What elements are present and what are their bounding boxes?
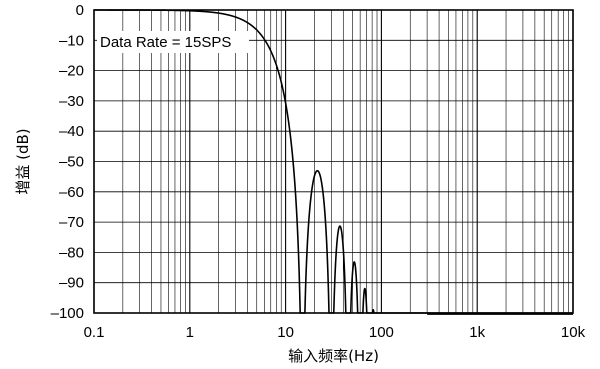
x-tick-label: 0.1 bbox=[84, 324, 105, 341]
x-tick-label: 1k bbox=[469, 324, 485, 341]
y-tick-label: –80 bbox=[59, 244, 84, 261]
y-tick-label: –100 bbox=[51, 305, 84, 322]
y-tick-label: –10 bbox=[59, 32, 84, 49]
data-rate-annotation: Data Rate = 15SPS bbox=[100, 34, 231, 51]
y-tick-label: –70 bbox=[59, 214, 84, 231]
y-tick-label: 0 bbox=[76, 2, 84, 19]
y-tick-labels: 0 –10 –20 –30 –40 –50 –60 –70 –80 –90 –100 bbox=[51, 2, 84, 322]
annotation-box: Data Rate = 15SPS bbox=[97, 31, 249, 53]
y-tick-label: –30 bbox=[59, 93, 84, 110]
y-tick-label: –40 bbox=[59, 123, 84, 140]
x-tick-label: 10 bbox=[277, 324, 294, 341]
y-tick-label: –90 bbox=[59, 275, 84, 292]
x-tick-labels: 0.1 1 10 100 1k 10k bbox=[84, 324, 586, 341]
x-tick-label: 100 bbox=[369, 324, 394, 341]
series-layer bbox=[93, 9, 574, 315]
x-tick-label: 1 bbox=[186, 324, 194, 341]
major-grid bbox=[93, 9, 574, 314]
annotation-background bbox=[97, 31, 249, 53]
x-tick-label: 10k bbox=[561, 324, 586, 341]
y-tick-label: –20 bbox=[59, 63, 84, 80]
y-axis-title: 增益 (dB) bbox=[14, 128, 32, 194]
y-tick-label: –50 bbox=[59, 154, 84, 171]
plot-frame bbox=[93, 9, 574, 314]
y-tick-label: –60 bbox=[59, 184, 84, 201]
x-axis-title: 输入频率(Hz) bbox=[288, 347, 379, 365]
